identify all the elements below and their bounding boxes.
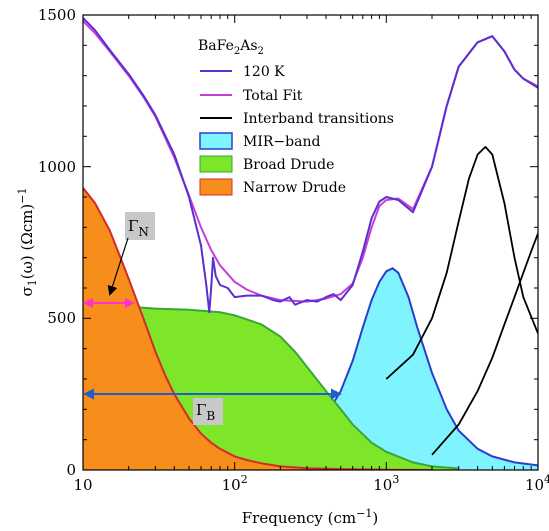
legend-swatch-mir-band (199, 132, 233, 150)
legend-label-narrow-drude: Narrow Drude (243, 180, 346, 196)
x-tick-label-10: 10 (73, 476, 92, 494)
x-axis-title: Frequency (cm−1) (242, 507, 378, 527)
legend: BaFe2As2 120 K Total Fit Interband trans… (198, 38, 394, 196)
area-edge-broad-drude (83, 305, 459, 470)
annotation-gamma-b: ΓB (83, 388, 342, 425)
legend-title: BaFe2As2 (198, 38, 264, 57)
gamma-n-label-box (125, 212, 155, 240)
legend-label-interband: Interband transitions (243, 111, 394, 127)
legend-swatch-broad-drude (199, 155, 233, 173)
legend-label-broad-drude: Broad Drude (243, 157, 334, 173)
y-tick-label-1000: 1000 (38, 158, 76, 176)
axis-ticks (82, 14, 539, 471)
y-tick-label-0: 0 (66, 461, 76, 479)
series-line-interband-transitions-2 (385, 146, 538, 380)
x-tick-label-10000: 104 (525, 473, 549, 494)
line-layer (83, 17, 538, 456)
gamma-b-label-box (193, 398, 223, 425)
y-axis-title: σ1(ω) (Ωcm)−1 (16, 188, 39, 297)
y-tick-label-500: 500 (47, 309, 76, 327)
legend-label-120k: 120 K (243, 64, 285, 80)
area-edge-mir-band (279, 267, 538, 467)
series-line-120-k-0 (83, 17, 538, 314)
annotation-gamma-n: ΓN (83, 212, 155, 308)
y-tick-label-1500: 1500 (38, 6, 76, 24)
x-tick-label-1000: 103 (373, 473, 399, 494)
series-line-interband-transitions-3 (431, 233, 538, 456)
gamma-n-pointer-arrow (107, 237, 129, 296)
area-edge-narrow-drude (83, 187, 433, 470)
legend-label-mir-band: MIR−band (243, 134, 320, 150)
legend-label-total-fit: Total Fit (243, 88, 303, 104)
legend-swatch-narrow-drude (199, 178, 233, 196)
x-tick-label-100: 102 (222, 473, 248, 494)
plot-frame (82, 14, 539, 471)
